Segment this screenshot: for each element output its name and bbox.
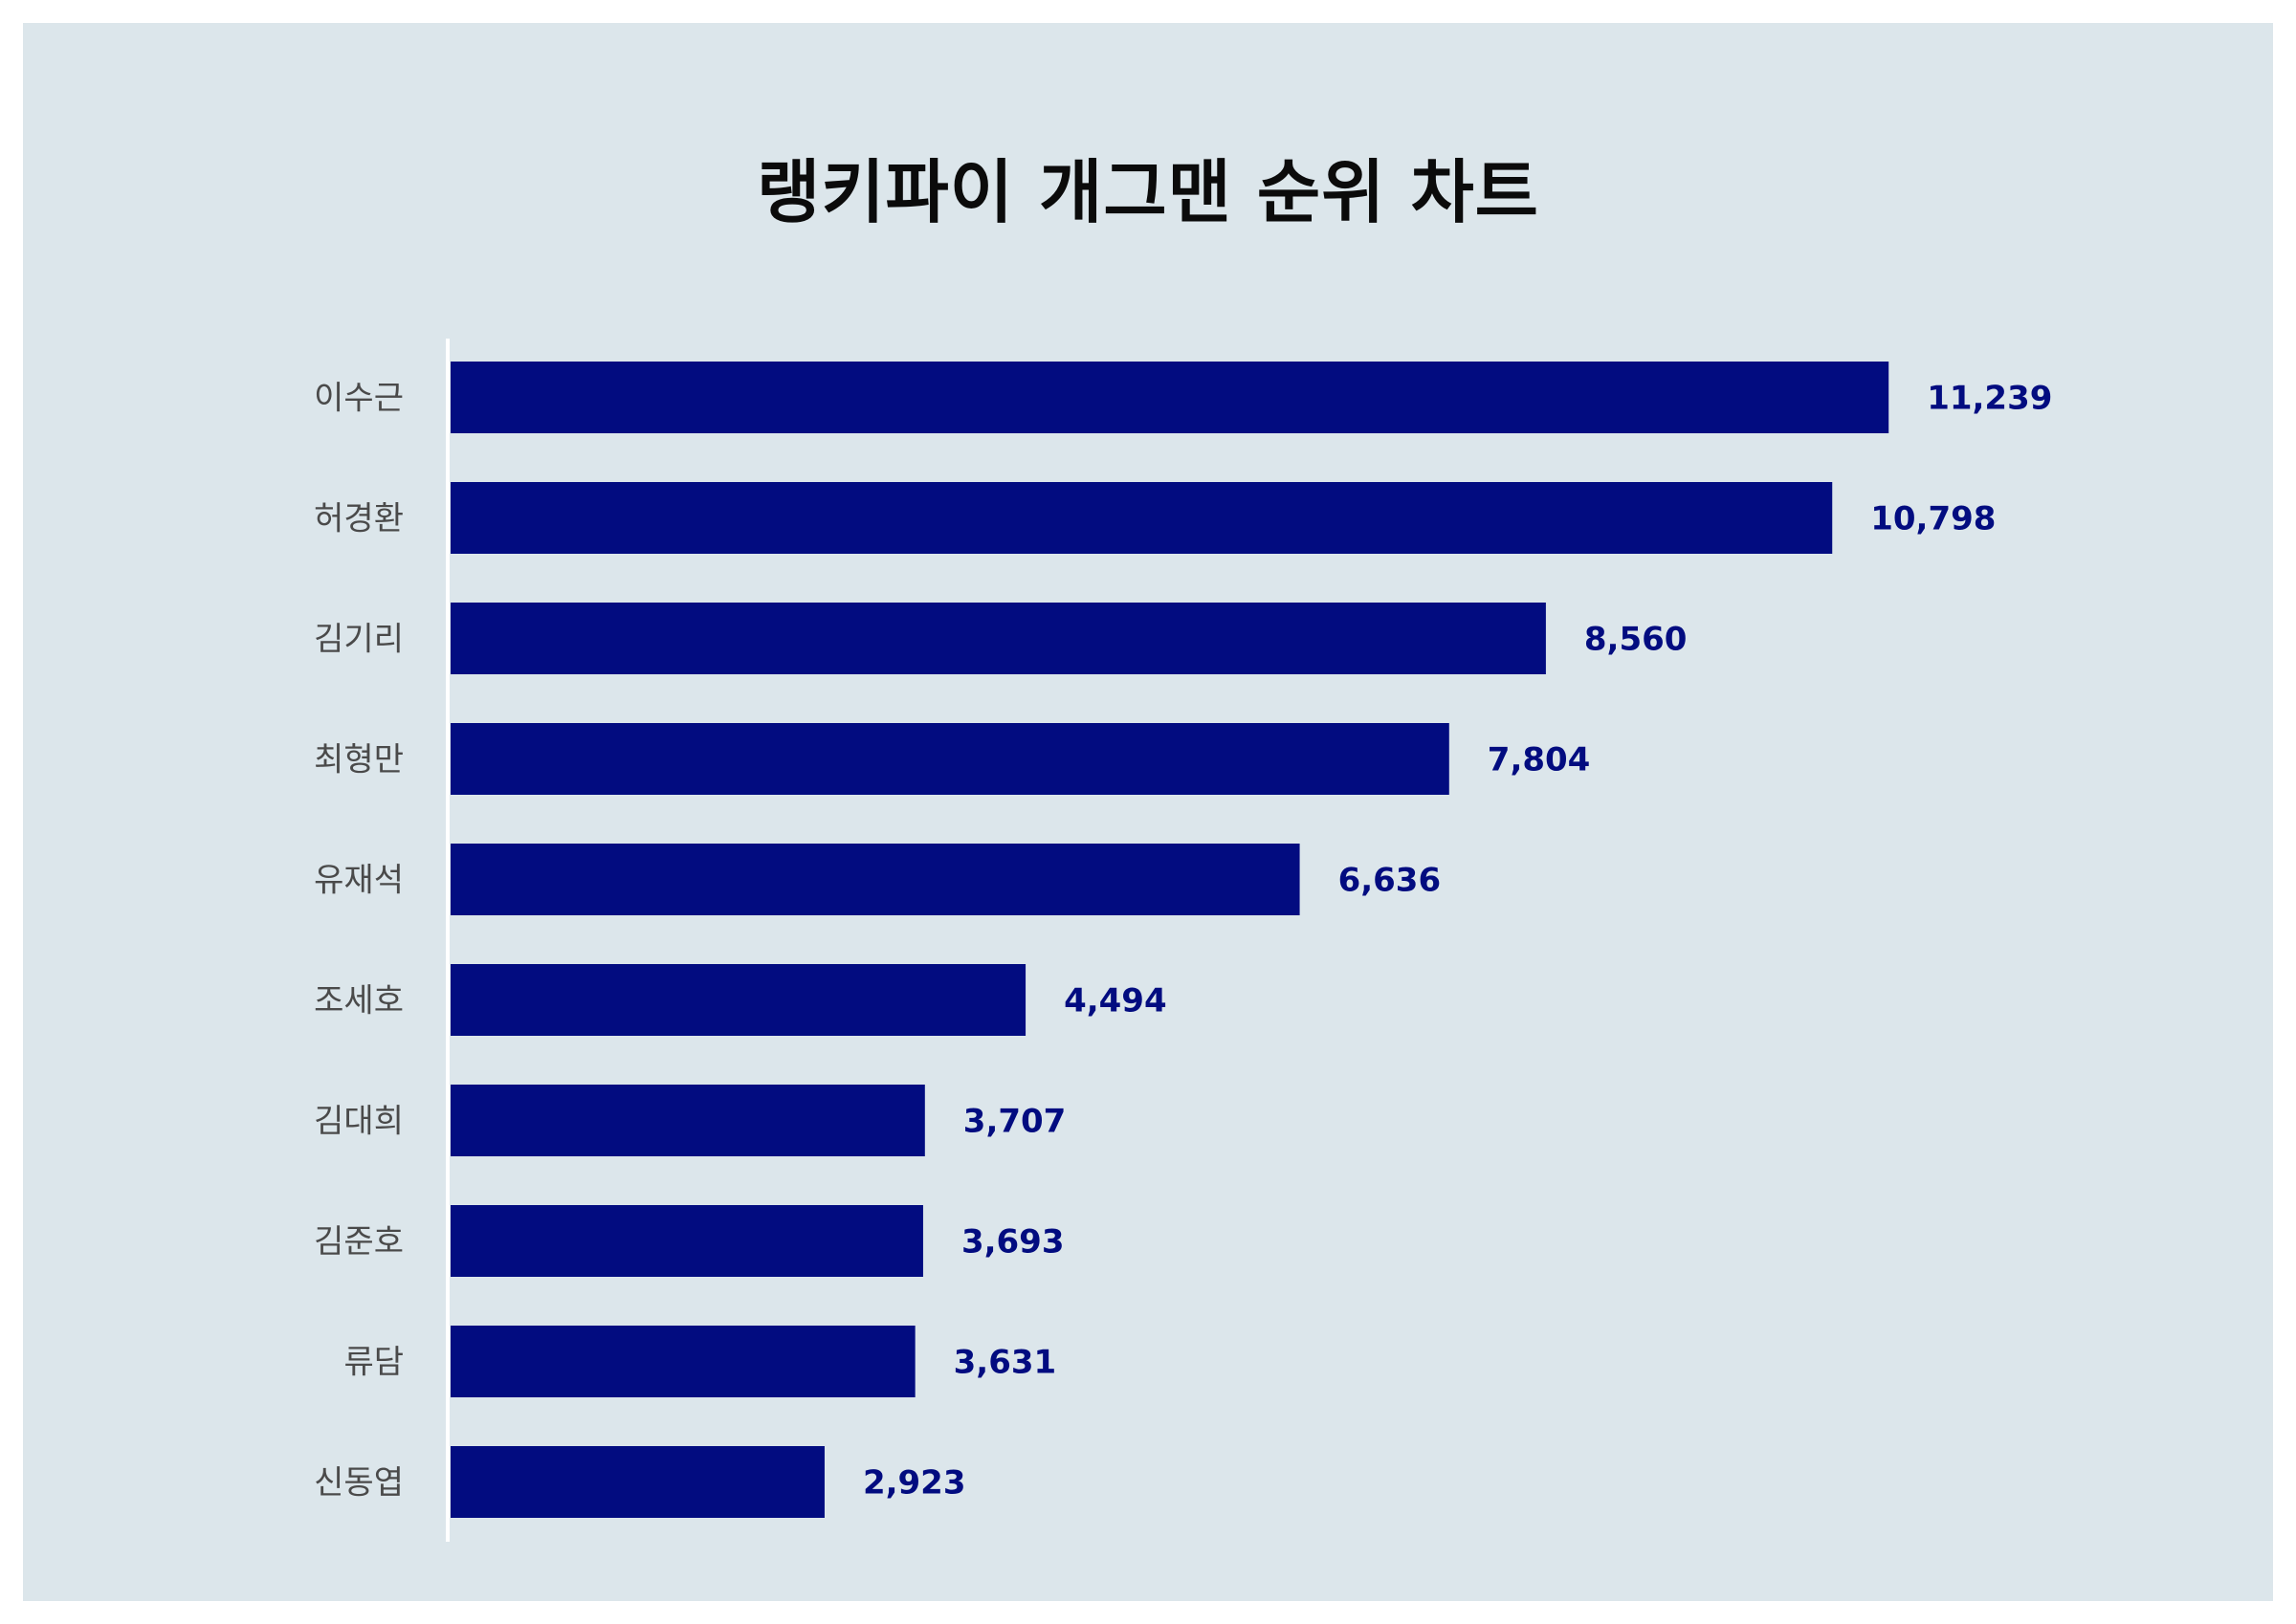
- bar: [451, 482, 1833, 554]
- bar: [451, 1205, 923, 1277]
- bar: [451, 964, 1027, 1036]
- bar: [451, 1326, 916, 1397]
- value-label: 11,239: [1927, 380, 2052, 418]
- value-label: 10,798: [1870, 500, 1996, 538]
- bar: [451, 1085, 925, 1156]
- value-label: 8,560: [1584, 621, 1688, 659]
- value-label: 3,631: [954, 1344, 1057, 1382]
- category-label: 이수근: [314, 380, 404, 418]
- category-label: 김준호: [314, 1223, 404, 1262]
- bar: [451, 1446, 825, 1518]
- category-label: 신동엽: [314, 1464, 404, 1503]
- value-label: 2,923: [863, 1464, 966, 1503]
- category-label: 김대희: [314, 1103, 404, 1141]
- bar-chart: 이수근 11,239 허경환 10,798 김기리 8,560 최형만 7,804 유재석 6,6…: [314, 339, 2052, 1542]
- bar: [451, 723, 1449, 795]
- category-label: 류담: [343, 1344, 404, 1382]
- value-label: 6,636: [1338, 862, 1442, 900]
- value-label: 3,707: [963, 1103, 1067, 1141]
- bar: [451, 603, 1546, 674]
- category-label: 조세호: [314, 982, 404, 1020]
- bar: [451, 844, 1300, 915]
- category-label: 유재석: [314, 862, 404, 900]
- category-label: 허경환: [314, 500, 404, 538]
- category-label: 김기리: [314, 621, 404, 659]
- value-label: 3,693: [961, 1223, 1065, 1262]
- bar: [451, 362, 1889, 433]
- category-label: 최형만: [314, 741, 404, 779]
- value-label: 4,494: [1064, 982, 1167, 1020]
- chart-panel: 랭키파이 개그맨 순위 차트 이수근 11,239 허경환 10,798 김기리 8,56…: [23, 23, 2273, 1601]
- chart-title: 랭키파이 개그맨 순위 차트: [757, 152, 1539, 232]
- bars-layer: 이수근 11,239 허경환 10,798 김기리 8,560 최형만 7,804 유재석 6,6…: [314, 362, 2052, 1518]
- value-label: 7,804: [1488, 741, 1591, 779]
